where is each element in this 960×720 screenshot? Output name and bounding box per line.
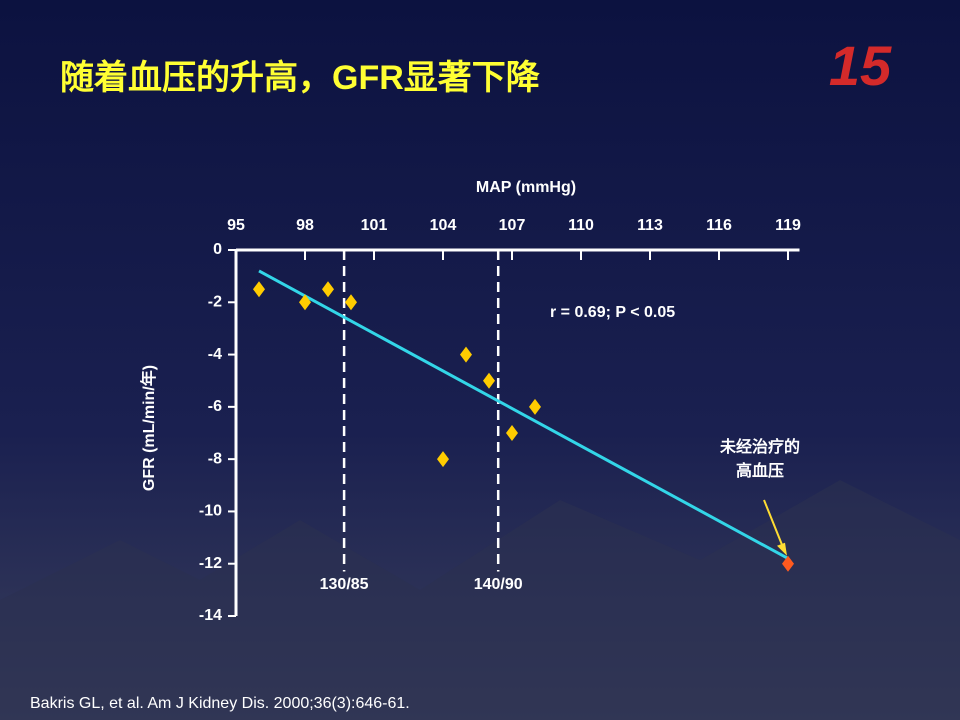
point [253,281,265,298]
slide-title: 随着血压的升高，GFR显著下降 [60,59,541,97]
y-tick-label: -6 [208,398,222,415]
point [299,294,311,311]
logo: 15 [829,34,892,97]
y-tick-label: -8 [208,450,222,467]
reference-label: 130/85 [320,576,369,593]
y-tick-label: -4 [208,346,222,363]
y-tick-label: -14 [199,607,222,624]
point [483,372,495,389]
point [345,294,357,311]
x-axis-title: MAP (mmHg) [476,179,576,196]
annotation-arrow [763,499,785,551]
stats: r = 0.69; P < 0.05 [550,304,675,321]
x-tick-label: 116 [706,217,732,234]
point [322,281,334,298]
point [437,451,449,468]
x-tick-label: 107 [499,217,526,234]
x-tick-label: 113 [637,217,663,234]
x-tick-label: 101 [361,217,388,234]
y-tick-label: 0 [213,241,222,258]
point [506,425,518,441]
annotation: 高血压 [736,461,784,480]
y-tick-label: -10 [199,503,222,520]
fit-line [258,269,789,560]
annotation-arrowhead [777,542,787,556]
y-tick-label: -2 [208,294,222,311]
y-tick-label: -12 [199,555,222,572]
x-tick-label: 110 [568,217,594,234]
reference-label: 140/90 [474,576,523,593]
x-tick-label: 104 [430,217,457,234]
x-tick-label: 119 [775,217,801,234]
y-axis-title: GFR (mL/min/年) [139,365,158,491]
background-hills [0,480,960,720]
annotation: 未经治疗的 [719,437,800,456]
x-tick-label: 98 [296,217,314,234]
x-tick-label: 95 [227,217,245,234]
citation: Bakris GL, et al. Am J Kidney Dis. 2000;… [30,695,410,712]
point [782,555,794,572]
point [460,346,472,363]
point [529,398,541,415]
